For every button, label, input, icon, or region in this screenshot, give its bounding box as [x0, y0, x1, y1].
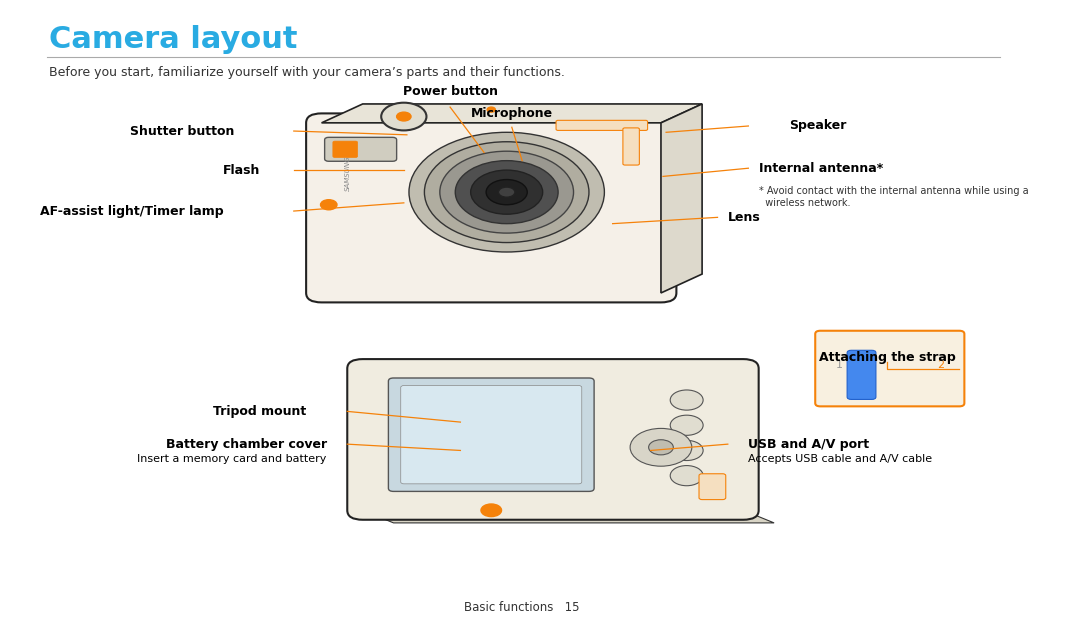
Circle shape	[471, 170, 542, 214]
Text: Camera layout: Camera layout	[49, 25, 297, 54]
Text: Basic functions   15: Basic functions 15	[464, 601, 580, 614]
Text: Flash: Flash	[222, 164, 260, 176]
FancyBboxPatch shape	[699, 474, 726, 500]
Circle shape	[671, 390, 703, 410]
Text: * Avoid contact with the internal antenna while using a
  wireless network.: * Avoid contact with the internal antenn…	[758, 186, 1028, 208]
Circle shape	[671, 466, 703, 486]
Text: Insert a memory card and battery: Insert a memory card and battery	[137, 454, 326, 464]
Text: Accepts USB cable and A/V cable: Accepts USB cable and A/V cable	[748, 454, 932, 464]
FancyBboxPatch shape	[847, 350, 876, 399]
Text: Before you start, familiarize yourself with your camera’s parts and their functi: Before you start, familiarize yourself w…	[49, 66, 565, 79]
Circle shape	[396, 112, 411, 121]
FancyBboxPatch shape	[815, 331, 964, 406]
Circle shape	[649, 440, 673, 455]
Circle shape	[486, 180, 527, 205]
FancyBboxPatch shape	[401, 386, 582, 484]
Text: SAMSUNG: SAMSUNG	[346, 156, 351, 191]
Text: Internal antenna*: Internal antenna*	[758, 162, 883, 175]
Circle shape	[481, 504, 501, 517]
Text: Microphone: Microphone	[471, 107, 553, 120]
Circle shape	[381, 103, 427, 130]
Text: 2: 2	[936, 360, 944, 370]
Text: Power button: Power button	[403, 85, 498, 98]
Circle shape	[499, 187, 515, 197]
FancyBboxPatch shape	[556, 120, 648, 130]
Polygon shape	[322, 104, 702, 123]
Circle shape	[321, 200, 337, 210]
FancyBboxPatch shape	[389, 378, 594, 491]
Text: Shutter button: Shutter button	[130, 125, 234, 137]
Text: Battery chamber cover: Battery chamber cover	[165, 438, 326, 450]
Text: Speaker: Speaker	[789, 120, 847, 132]
Circle shape	[456, 161, 558, 224]
Circle shape	[409, 132, 605, 252]
Text: 1: 1	[836, 360, 842, 370]
Text: Lens: Lens	[728, 211, 760, 224]
FancyBboxPatch shape	[306, 113, 676, 302]
FancyBboxPatch shape	[333, 141, 357, 158]
Circle shape	[630, 428, 692, 466]
FancyBboxPatch shape	[623, 128, 639, 165]
Circle shape	[440, 151, 573, 233]
Circle shape	[487, 107, 496, 112]
Polygon shape	[363, 510, 774, 523]
Text: USB and A/V port: USB and A/V port	[748, 438, 869, 450]
Circle shape	[671, 415, 703, 435]
Text: Attaching the strap: Attaching the strap	[819, 351, 956, 364]
Circle shape	[424, 142, 589, 243]
FancyBboxPatch shape	[348, 359, 758, 520]
Circle shape	[671, 440, 703, 461]
Text: AF-assist light/Timer lamp: AF-assist light/Timer lamp	[40, 205, 224, 217]
Polygon shape	[661, 104, 702, 293]
FancyBboxPatch shape	[325, 137, 396, 161]
Text: Tripod mount: Tripod mount	[213, 405, 306, 418]
